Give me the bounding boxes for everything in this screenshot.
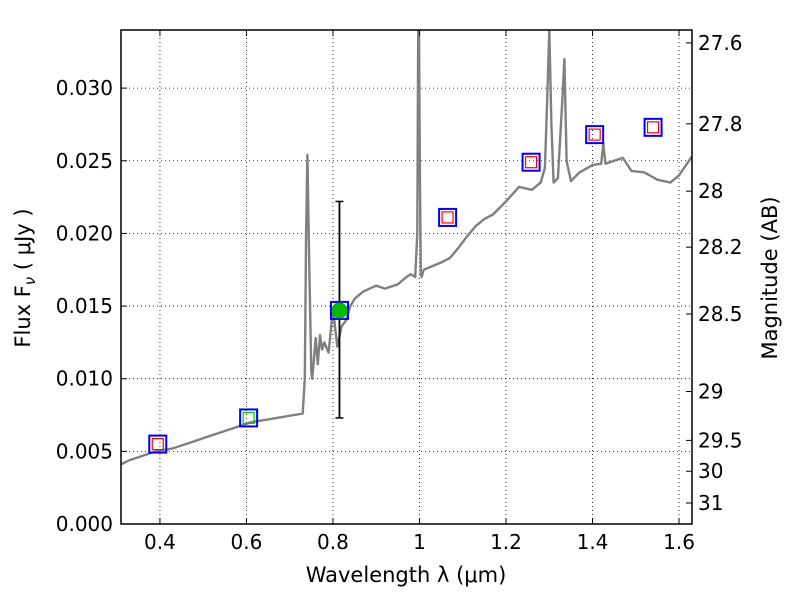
y-axis-label-main: Flux F [11, 285, 35, 347]
right-tick-label: 30 [698, 459, 723, 483]
photometry-point-inner [441, 211, 454, 224]
y-axis-label-left: Flux Fν ( μJy ) [11, 208, 39, 347]
x-tick-label: 1.4 [577, 530, 609, 554]
y-tick-label: 0.000 [56, 512, 113, 536]
photometry-point-outer [438, 207, 458, 227]
photometry-point-outer [521, 152, 541, 172]
photometry-point-inner [524, 156, 538, 169]
spectrum-series [121, 30, 692, 466]
y-tick-label: 0.030 [56, 76, 113, 100]
photometry-point-inner [151, 437, 164, 451]
photometry-points [148, 117, 663, 454]
x-tick-label: 0.4 [144, 530, 176, 554]
x-tick-label: 1 [413, 530, 426, 554]
right-tick-label: 31 [698, 491, 723, 515]
plot-frame [120, 29, 693, 525]
x-tick-label: 0.6 [231, 530, 263, 554]
x-axis-label: Wavelength λ (μm) [306, 563, 507, 587]
photometry-point-outer [585, 125, 605, 145]
photometry-point-green-outer [239, 408, 259, 428]
y-tick-label: 0.025 [56, 149, 113, 173]
x-tick-label: 0.8 [317, 530, 349, 554]
y-axis-label-sub: ν [21, 277, 39, 285]
y-tick-label: 0.005 [56, 439, 113, 463]
right-tick-label: 29.5 [698, 428, 743, 452]
right-tick-label: 29 [698, 379, 723, 403]
y-tick-label: 0.015 [56, 294, 113, 318]
right-tick-label: 27.6 [698, 31, 743, 55]
measured-point [331, 302, 348, 319]
right-tick-label: 28.2 [698, 235, 743, 259]
photometry-point-outer [148, 434, 168, 454]
right-tick-label: 28.5 [698, 302, 743, 326]
axis-ticks: 0.4 0.6 0.8 1 1.2 1.4 1.6 0.000 0.005 0.010 0.015 0… [56, 30, 743, 554]
photometry-point-green-inner [242, 411, 255, 425]
y-tick-label: 0.020 [56, 221, 113, 245]
y-tick-label: 0.010 [56, 367, 113, 391]
right-tick-label: 27.8 [698, 112, 743, 136]
photometry-point-inner [588, 128, 601, 141]
photometry-point-inner [646, 121, 660, 134]
x-tick-label: 1.6 [663, 530, 695, 554]
spectrum-line [121, 30, 692, 466]
photometry-point-outer [643, 117, 663, 137]
y-axis-label-right: Magnitude (AB) [758, 196, 782, 359]
x-tick-label: 1.2 [490, 530, 522, 554]
y-axis-label-units: ( μJy ) [11, 208, 35, 276]
measured-point-frame [329, 300, 349, 320]
right-tick-label: 28 [698, 179, 723, 203]
